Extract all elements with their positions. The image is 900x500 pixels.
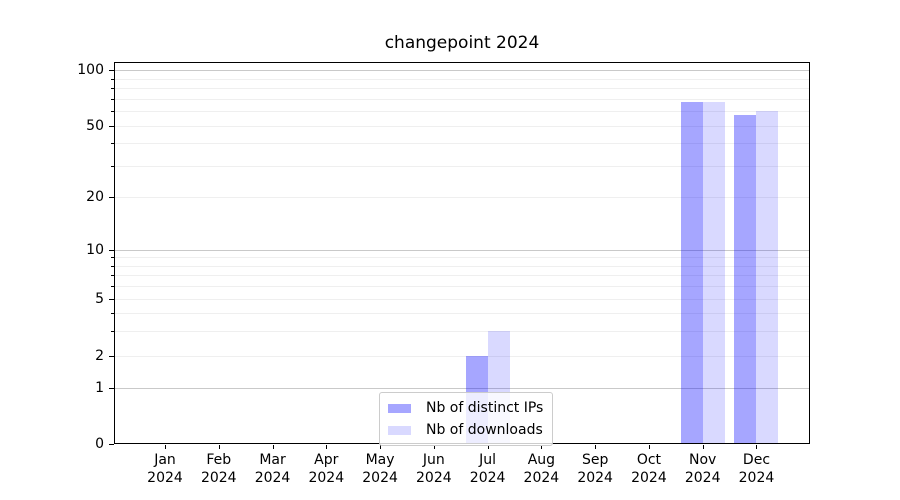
legend-item: Nb of distinct IPs	[388, 397, 543, 419]
gridline-major-y-100	[114, 70, 810, 71]
x-tick-label-feb: Feb 2024	[200, 452, 237, 486]
legend-label-downloads: Nb of downloads	[426, 422, 543, 438]
x-tick-label-sep: Sep 2024	[577, 452, 613, 486]
x-tick-mark-mar	[272, 445, 274, 449]
y-tick-label-0: 0	[95, 436, 104, 452]
gridline-major-y-1	[114, 388, 810, 389]
y-tick-mark-1	[109, 388, 114, 389]
y-tick-mark-10	[109, 250, 114, 251]
bar-nb-of-downloads-dec	[756, 111, 779, 444]
y-tick-mark-2	[109, 356, 114, 357]
gridline-minor-y-70	[114, 98, 810, 100]
gridline-minor-y-5	[114, 299, 810, 300]
chart-title: changepoint 2024	[384, 33, 540, 53]
gridline-minor-y-90	[114, 78, 810, 80]
x-tick-mark-oct	[648, 445, 650, 449]
gridline-minor-y-80	[114, 88, 810, 90]
plot-area: Nb of distinct IPs Nb of downloads	[114, 62, 810, 446]
x-tick-label-jan: Jan 2024	[147, 452, 183, 486]
y-tick-label-2: 2	[95, 348, 104, 364]
y-tick-label-50: 50	[86, 118, 104, 134]
y-minor-tick-mark-8	[111, 265, 114, 267]
gridline-minor-y-6	[114, 286, 810, 288]
gridline-minor-y-9	[114, 257, 810, 259]
x-tick-mark-jul	[487, 445, 489, 449]
x-tick-mark-nov	[702, 445, 704, 449]
y-minor-tick-mark-7	[111, 275, 114, 277]
gridline-major-y-10	[114, 250, 810, 251]
y-tick-label-5: 5	[95, 291, 104, 307]
x-tick-label-nov: Nov 2024	[684, 452, 721, 486]
y-minor-tick-mark-40	[111, 143, 114, 145]
legend-swatch-downloads	[388, 425, 411, 435]
y-tick-label-10: 10	[86, 242, 104, 258]
x-tick-mark-dec	[756, 445, 758, 449]
bar-nb-of-downloads-nov	[702, 102, 725, 444]
y-tick-label-1: 1	[95, 380, 104, 396]
legend-swatch-distinct-ips	[388, 403, 411, 413]
y-tick-mark-20	[109, 197, 114, 198]
y-minor-tick-mark-4	[111, 312, 114, 314]
y-tick-label-100: 100	[77, 62, 104, 78]
y-tick-label-20: 20	[86, 189, 104, 205]
legend-item: Nb of downloads	[388, 419, 543, 441]
y-minor-tick-mark-90	[111, 78, 114, 80]
x-tick-mark-aug	[541, 445, 543, 449]
x-tick-label-oct: Oct 2024	[631, 452, 667, 486]
x-tick-mark-jun	[433, 445, 435, 449]
y-minor-tick-mark-80	[111, 88, 114, 90]
y-tick-mark-50	[109, 126, 114, 127]
legend: Nb of distinct IPs Nb of downloads	[379, 392, 554, 446]
y-minor-tick-mark-30	[111, 165, 114, 167]
y-tick-mark-100	[109, 70, 114, 71]
y-minor-tick-mark-70	[111, 98, 114, 100]
gridline-minor-y-3	[114, 330, 810, 332]
x-tick-mark-feb	[218, 445, 220, 449]
x-tick-mark-jan	[165, 445, 166, 449]
y-minor-tick-mark-60	[111, 111, 114, 113]
y-minor-tick-mark-3	[111, 330, 114, 332]
x-tick-label-may: May 2024	[362, 452, 398, 486]
y-minor-tick-mark-6	[111, 286, 114, 288]
gridline-minor-y-30	[114, 165, 810, 167]
gridline-minor-y-60	[114, 111, 810, 113]
legend-label-distinct-ips: Nb of distinct IPs	[426, 400, 544, 416]
gridline-minor-y-2	[114, 356, 810, 357]
gridline-minor-y-40	[114, 143, 810, 145]
bar-nb-of-distinct-ips-nov	[680, 102, 703, 444]
x-tick-label-mar: Mar 2024	[254, 452, 291, 486]
gridline-minor-y-50	[114, 126, 810, 127]
x-tick-mark-may	[380, 445, 382, 449]
gridline-minor-y-20	[114, 197, 810, 198]
y-tick-mark-5	[109, 299, 114, 300]
bar-nb-of-distinct-ips-dec	[734, 115, 757, 444]
y-minor-tick-mark-9	[111, 257, 114, 259]
gridline-minor-y-4	[114, 312, 810, 314]
x-tick-label-jul: Jul 2024	[469, 452, 506, 486]
x-tick-label-apr: Apr 2024	[308, 452, 345, 486]
gridline-minor-y-7	[114, 275, 810, 277]
gridline-minor-y-8	[114, 265, 810, 267]
x-tick-label-dec: Dec 2024	[738, 452, 775, 486]
x-tick-mark-sep	[595, 445, 597, 449]
x-tick-label-jun: Jun 2024	[416, 452, 452, 486]
x-tick-label-aug: Aug 2024	[523, 452, 560, 486]
y-tick-mark-0	[109, 444, 114, 445]
x-tick-mark-apr	[326, 445, 328, 449]
